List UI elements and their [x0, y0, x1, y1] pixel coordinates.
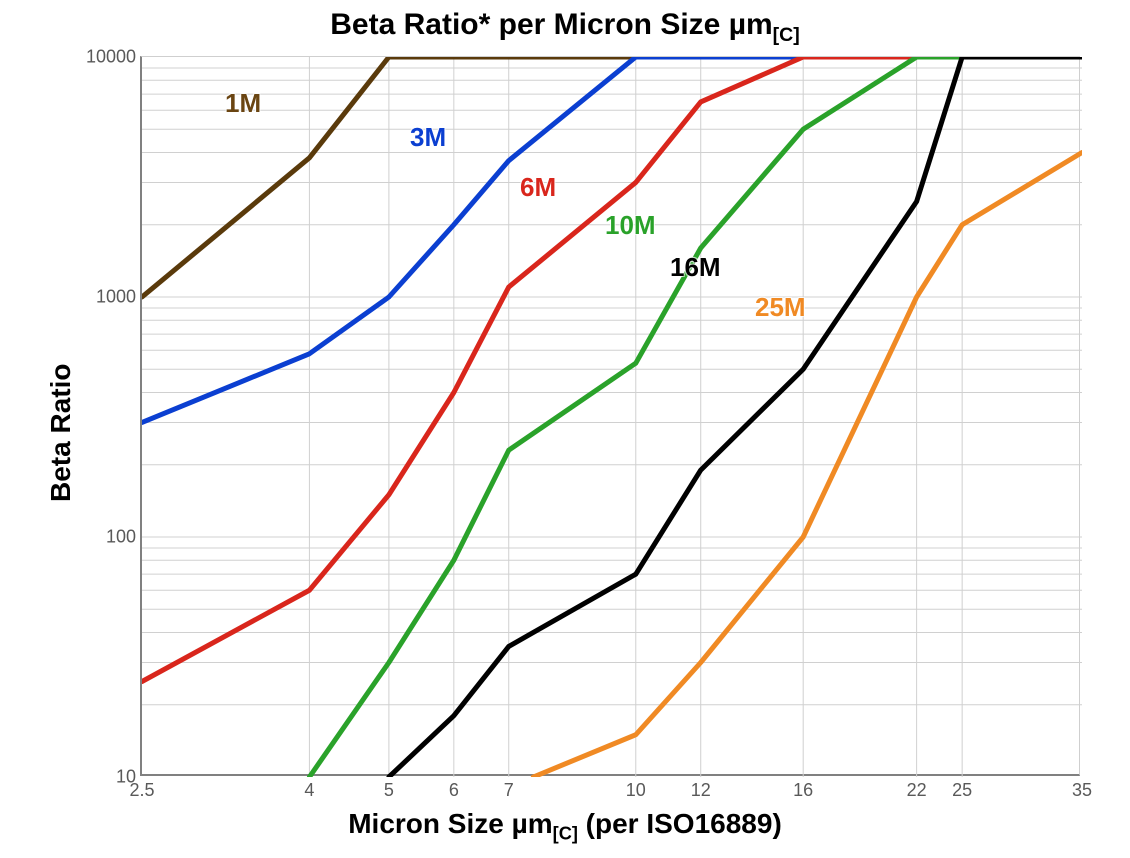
x-tick-label: 25: [952, 774, 972, 801]
x-tick-label: 22: [907, 774, 927, 801]
series-label-1M: 1M: [225, 88, 261, 119]
series-label-6M: 6M: [520, 172, 556, 203]
x-tick-label: 6: [449, 774, 459, 801]
x-axis-label-tail: (per ISO16889): [578, 808, 782, 839]
x-axis-label-main: Micron Size µm: [348, 808, 552, 839]
x-axis-label: Micron Size µm[C] (per ISO16889): [0, 808, 1130, 845]
x-tick-label: 4: [304, 774, 314, 801]
chart-title-subscript: [C]: [773, 24, 800, 46]
x-tick-label: 10: [626, 774, 646, 801]
x-tick-label: 2.5: [129, 774, 154, 801]
x-tick-label: 7: [504, 774, 514, 801]
y-tick-label: 1000: [96, 287, 142, 308]
y-tick-label: 100: [106, 527, 142, 548]
y-axis-label: Beta Ratio: [45, 364, 77, 502]
series-label-16M: 16M: [670, 252, 721, 283]
x-tick-label: 16: [793, 774, 813, 801]
series-line-16M: [389, 57, 1082, 777]
chart-title-main: Beta Ratio* per Micron Size µm: [330, 8, 772, 41]
y-tick-label: 10000: [86, 47, 142, 68]
series-label-10M: 10M: [605, 210, 656, 241]
series-label-3M: 3M: [410, 122, 446, 153]
series-label-25M: 25M: [755, 292, 806, 323]
x-tick-label: 35: [1072, 774, 1092, 801]
plot-area: 101001000100002.54567101216222535: [140, 56, 1080, 776]
page: { "chart": { "type": "line", "title_main…: [0, 0, 1130, 858]
x-tick-label: 5: [384, 774, 394, 801]
x-tick-label: 12: [691, 774, 711, 801]
chart-title: Beta Ratio* per Micron Size µm[C]: [0, 8, 1130, 47]
plot-svg: [142, 57, 1082, 777]
x-axis-label-subscript: [C]: [553, 824, 578, 844]
